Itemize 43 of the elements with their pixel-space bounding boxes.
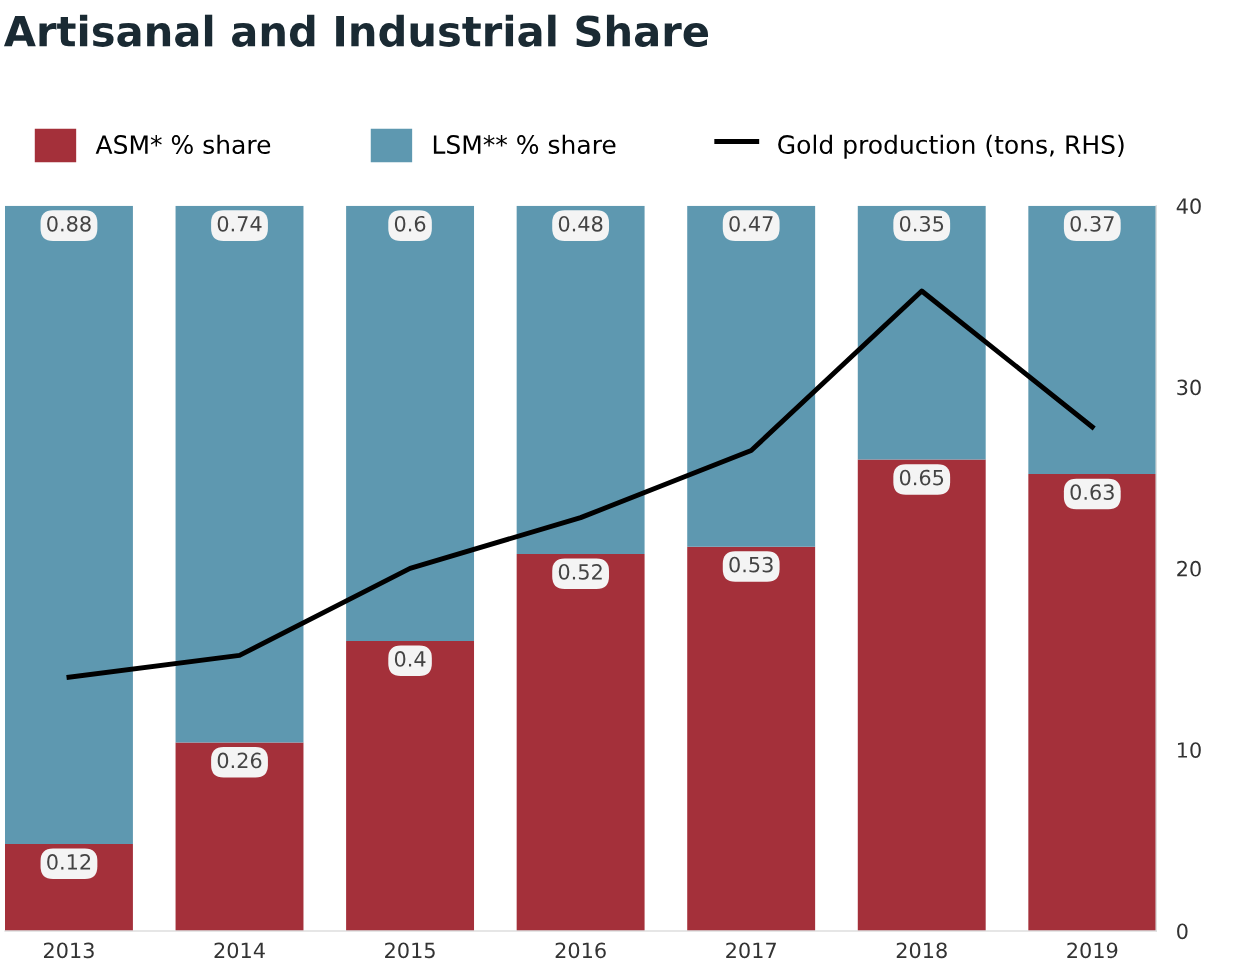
y2-tick-label: 30 <box>1177 379 1201 396</box>
bar <box>516 553 645 931</box>
data-label: 0.37 <box>1070 215 1114 232</box>
data-label: 0.47 <box>729 215 773 232</box>
bar <box>346 205 475 641</box>
bar <box>857 459 986 931</box>
x-tick-label: 2019 <box>1067 942 1118 959</box>
x-tick-label: 2014 <box>214 942 265 959</box>
y2-tick-label: 20 <box>1177 560 1201 577</box>
x-tick-label: 2017 <box>726 942 776 959</box>
x-tick-label: 2016 <box>555 942 606 959</box>
legend-label: ASM* % share <box>95 134 271 155</box>
bar <box>516 205 645 554</box>
x-tick-label: 2013 <box>43 942 94 959</box>
bar <box>1028 205 1157 475</box>
bar <box>175 742 304 931</box>
y2-tick-label: 40 <box>1176 198 1201 215</box>
data-label: 0.88 <box>47 215 91 232</box>
data-label: 0.48 <box>558 215 603 232</box>
x-tick-label: 2018 <box>896 942 947 959</box>
legend-label: LSM** % share <box>433 134 616 155</box>
data-label: 0.4 <box>394 651 426 667</box>
data-label: 0.12 <box>47 854 91 870</box>
data-label: 0.63 <box>1070 484 1114 500</box>
data-label: 0.74 <box>217 215 262 232</box>
chart-title: Artisanal and Industrial Share <box>3 14 709 47</box>
bar <box>5 205 133 844</box>
y2-tick-label: 0 <box>1177 923 1188 940</box>
data-label: 0.53 <box>729 556 773 573</box>
x-tick-label: 2015 <box>385 942 435 959</box>
data-label: 0.6 <box>394 215 426 232</box>
bar <box>857 205 986 460</box>
data-label: 0.65 <box>899 469 944 486</box>
legend-label: Gold production (tons, RHS) <box>778 134 1124 159</box>
bar <box>1028 474 1157 931</box>
data-label: 0.52 <box>558 563 602 580</box>
bar <box>175 205 304 743</box>
y2-tick-label: 10 <box>1177 742 1201 758</box>
data-label: 0.35 <box>899 215 944 232</box>
bar <box>346 640 475 931</box>
bar <box>687 546 816 931</box>
data-label: 0.26 <box>217 752 262 769</box>
bar <box>687 205 816 547</box>
